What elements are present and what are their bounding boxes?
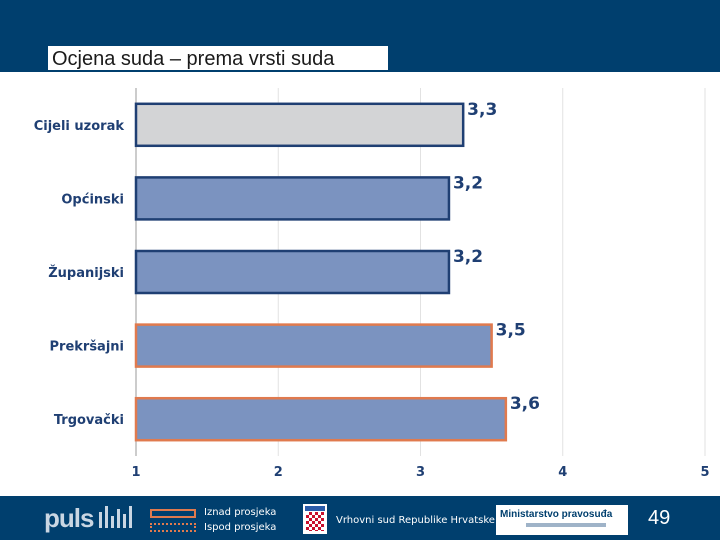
- value-label: 3,2: [453, 173, 483, 193]
- bar-2: [134, 249, 451, 295]
- x-tick-label: 2: [274, 465, 283, 480]
- page-number: 49: [648, 507, 671, 529]
- value-label: 3,5: [496, 321, 526, 341]
- category-label: Županijski: [48, 265, 124, 281]
- legend-above-label: Iznad prosjeka: [204, 507, 277, 518]
- bar-4: [134, 396, 508, 442]
- value-label: 3,2: [453, 247, 483, 267]
- value-label: 3,3: [467, 100, 497, 120]
- category-label: Cijeli uzorak: [34, 119, 125, 134]
- value-label: 3,6: [510, 394, 540, 414]
- x-tick-label: 4: [558, 465, 567, 480]
- bar-0: [134, 102, 465, 148]
- title-background: [48, 46, 388, 72]
- bar-3: [134, 323, 493, 368]
- category-label: Trgovački: [54, 413, 124, 428]
- header-divider: [0, 70, 720, 72]
- croatian-crest-icon: [303, 504, 327, 534]
- category-label: Općinski: [61, 192, 124, 207]
- puls-logo-bars-icon: [99, 506, 135, 528]
- page-title: Ocjena suda – prema vrsti suda: [52, 48, 335, 70]
- ministry-logo: Ministarstvo pravosuđa: [496, 505, 628, 535]
- legend-below-swatch: [150, 523, 196, 532]
- ministry-name: Ministarstvo pravosuđa: [500, 509, 613, 520]
- legend-below-label: Ispod prosjeka: [204, 522, 277, 533]
- x-tick-label: 3: [416, 465, 425, 480]
- bar-chart: Cijeli uzorak Općinski Županijski Prekršajn…: [34, 88, 710, 480]
- bar-1: [134, 176, 451, 221]
- puls-logo: puls: [44, 503, 94, 533]
- category-label: Prekršajni: [50, 340, 125, 355]
- x-tick-label: 5: [700, 465, 709, 480]
- court-name: Vrhovni sud Republike Hrvatske: [336, 515, 495, 526]
- legend-above-swatch: [150, 509, 196, 518]
- x-tick-label: 1: [131, 465, 140, 480]
